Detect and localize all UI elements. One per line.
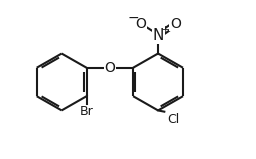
- Text: N: N: [152, 28, 164, 43]
- Text: Cl: Cl: [167, 113, 179, 126]
- Text: −: −: [128, 10, 140, 24]
- Text: +: +: [160, 25, 170, 35]
- Text: O: O: [135, 17, 146, 31]
- Text: O: O: [104, 61, 115, 75]
- Text: O: O: [170, 17, 181, 31]
- Text: Br: Br: [80, 105, 93, 118]
